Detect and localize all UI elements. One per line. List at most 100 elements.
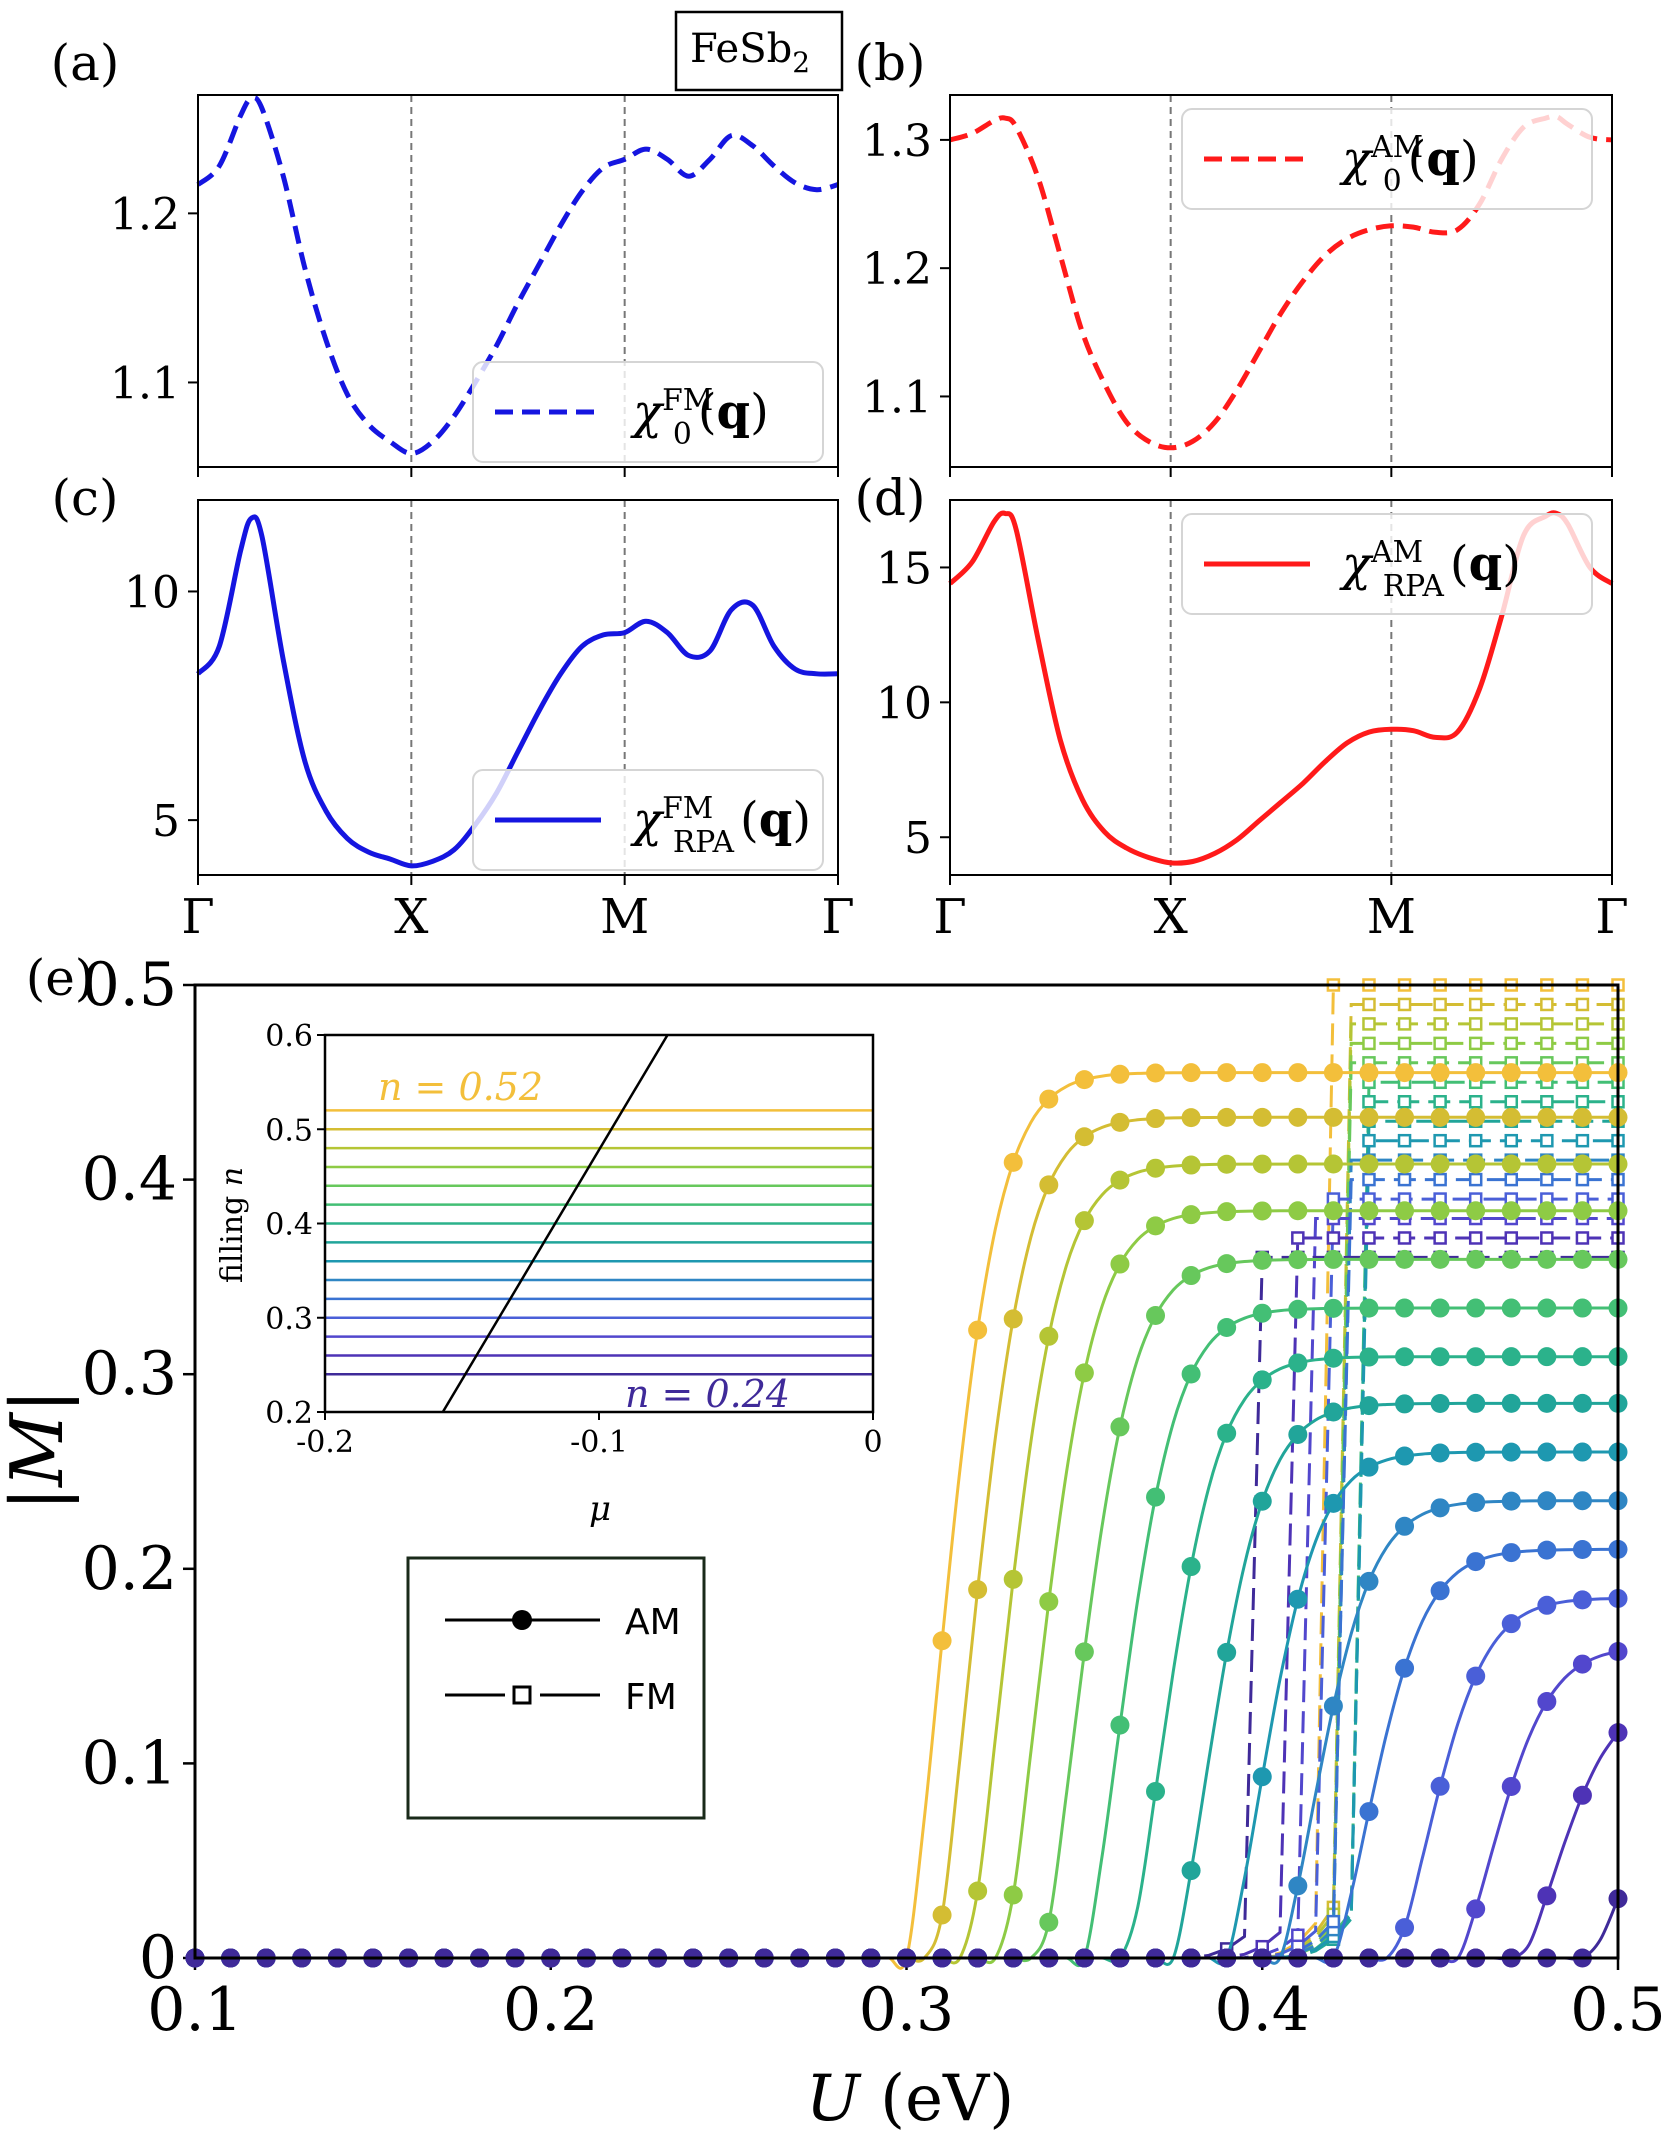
- y-tick-label: 0: [139, 1923, 177, 1993]
- am-marker: [1074, 1070, 1094, 1090]
- am-marker: [1572, 1540, 1592, 1560]
- am-marker: [1501, 1063, 1521, 1083]
- am-marker: [1252, 1154, 1272, 1174]
- x-tick-label: 0.2: [503, 1975, 598, 2045]
- am-marker: [1572, 1654, 1592, 1674]
- inset-x-axis-label: μ: [589, 1489, 611, 1529]
- am-marker: [1003, 1885, 1023, 1905]
- panel-b-chi0-am: 1.1 1.2 1.3 χAM 0 (q) (b): [854, 34, 1613, 477]
- am-marker: [1501, 1776, 1521, 1796]
- fm-marker: [1397, 1095, 1412, 1109]
- am-marker: [1466, 1201, 1486, 1221]
- am-marker: [1501, 1442, 1521, 1462]
- am-marker: [1252, 1370, 1272, 1390]
- am-marker: [1359, 1298, 1379, 1318]
- legend-am-label: AM: [625, 1602, 681, 1643]
- y-tick-label: 1.1: [862, 372, 932, 423]
- am-marker: [1110, 1254, 1130, 1274]
- legend-paren-open: (: [698, 384, 717, 440]
- am-marker: [1181, 1266, 1201, 1286]
- fm-marker: [1362, 1017, 1376, 1031]
- fm-marker: [1468, 1036, 1483, 1051]
- x-tick-label: M: [600, 889, 649, 945]
- panel-d-chirpa-am: 5 10 15 χAM RPA (q) (d) Γ X M Γ: [854, 469, 1628, 945]
- am-marker: [1537, 1201, 1557, 1221]
- am-marker: [1359, 1249, 1379, 1269]
- axes-frame: [949, 94, 1613, 468]
- fm-marker: [1504, 1133, 1519, 1148]
- am-marker: [1110, 1112, 1130, 1132]
- inset-y-axis-label-prefix: filling: [215, 1186, 250, 1283]
- legend-box: [472, 361, 824, 463]
- am-marker: [1501, 1249, 1521, 1269]
- am-marker: [1537, 1595, 1557, 1615]
- legend-fm-marker: [512, 1685, 532, 1705]
- x-tick-label: 0.5: [1570, 1975, 1661, 2045]
- am-marker: [1572, 1491, 1592, 1511]
- am-marker: [1146, 1306, 1166, 1326]
- am-marker: [1537, 1491, 1557, 1511]
- am-marker: [1395, 1154, 1415, 1174]
- y-tick-label: 1.1: [110, 358, 180, 409]
- am-marker: [1323, 1696, 1343, 1716]
- inset: -0.2 -0.1 0 0.2 0.3 0.4 0.5 0.6 μ filling n n = 0.…: [215, 1019, 883, 1529]
- y-tick-label: 5: [152, 796, 180, 847]
- fm-marker: [1326, 1914, 1341, 1929]
- am-marker: [1537, 1107, 1557, 1127]
- am-marker: [1359, 1457, 1379, 1477]
- am-marker: [1252, 1250, 1272, 1270]
- legend-paren-open: (: [1408, 131, 1427, 187]
- am-marker: [968, 1320, 988, 1340]
- y-tick-label: 10: [124, 567, 180, 618]
- x-tick-label: M: [1367, 889, 1416, 945]
- x-tick-label: 0.3: [859, 1975, 954, 2045]
- am-marker: [1466, 1899, 1486, 1919]
- am-marker: [1395, 1298, 1415, 1318]
- legend-box: [1181, 513, 1593, 615]
- am-marker: [1323, 1107, 1343, 1127]
- am-marker: [1466, 1154, 1486, 1174]
- am-marker: [1323, 1348, 1343, 1368]
- am-marker: [1359, 1201, 1379, 1221]
- am-marker: [1359, 1063, 1379, 1083]
- am-marker: [1288, 1353, 1308, 1373]
- legend-subscript: RPA: [673, 825, 735, 860]
- y-tick-label: 5: [904, 813, 932, 864]
- legend-q: q: [1426, 131, 1460, 187]
- am-marker: [1572, 1590, 1592, 1610]
- am-marker: [1217, 1063, 1237, 1083]
- fm-marker: [1468, 1172, 1483, 1187]
- am-marker: [1181, 1205, 1201, 1225]
- x-axis-label: U (eV): [806, 2062, 1014, 2134]
- am-marker: [1323, 1402, 1343, 1422]
- am-marker: [1252, 1201, 1272, 1221]
- legend-paren-open: (: [740, 792, 759, 848]
- legend-paren-close: ): [750, 384, 769, 440]
- fm-marker: [1468, 1095, 1483, 1109]
- am-marker: [1288, 1107, 1308, 1127]
- legend-chi: χ: [1339, 131, 1374, 187]
- y-tick-label: 1.2: [862, 244, 932, 295]
- fm-marker: [1433, 1231, 1447, 1245]
- am-marker: [1430, 1298, 1450, 1318]
- am-marker: [1395, 1516, 1415, 1536]
- fm-marker: [1397, 1036, 1412, 1051]
- am-marker: [1181, 1108, 1201, 1128]
- fm-marker: [1291, 1928, 1305, 1943]
- legend-superscript: FM: [662, 383, 713, 418]
- am-marker: [1501, 1491, 1521, 1511]
- legend-paren-close: ): [1460, 131, 1479, 187]
- am-marker: [1501, 1298, 1521, 1318]
- am-marker: [968, 1881, 988, 1901]
- y-tick-label: 10: [876, 678, 932, 729]
- inset-y-tick-label: 0.5: [265, 1113, 313, 1148]
- am-marker: [1217, 1254, 1237, 1274]
- legend-box: [1181, 108, 1593, 210]
- am-marker: [1466, 1442, 1486, 1462]
- am-marker: [1572, 1785, 1592, 1805]
- am-marker: [1074, 1363, 1094, 1383]
- x-tick-label: X: [394, 889, 428, 945]
- inset-annotation-top: n = 0.52: [378, 1065, 543, 1109]
- legend-superscript: AM: [1370, 535, 1423, 570]
